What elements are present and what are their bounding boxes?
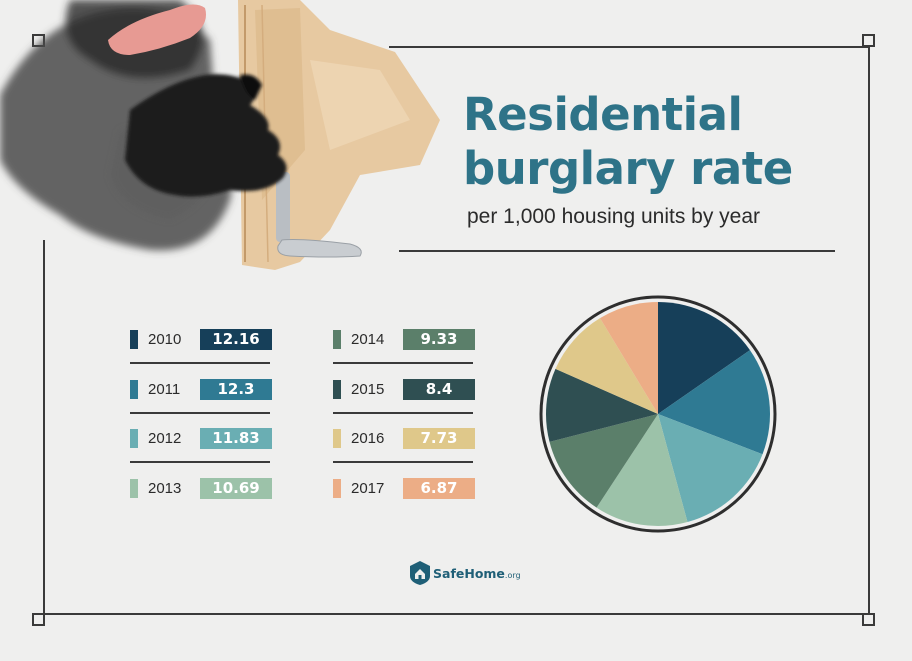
frame-left-line: [43, 240, 45, 620]
legend-item-2017: 2017 6.87: [333, 477, 475, 500]
burglar-illustration: [0, 0, 440, 270]
title-divider: [399, 250, 835, 252]
legend-item-2014: 2014 9.33: [333, 329, 475, 351]
legend-value-2010: 12.16: [200, 329, 272, 350]
door-handle-plate: [276, 172, 290, 242]
chart-title: Residential burglary rate: [463, 88, 793, 196]
pie-slice-2013: [596, 414, 688, 526]
legend-year-2014: 2014: [351, 331, 385, 348]
legend-separator: [130, 362, 270, 364]
legend-separator: [333, 461, 473, 463]
legend-swatch-2017: [333, 478, 341, 498]
door-handle-lever: [277, 239, 362, 258]
legend-value-2017: 6.87: [403, 477, 475, 499]
chart-title-line1: Residential: [463, 88, 743, 141]
pie-slice-2012: [658, 414, 763, 523]
frame-top-line: [389, 46, 870, 48]
legend-separator: [130, 411, 270, 414]
frame-corner-bottom-right: [862, 613, 875, 626]
legend-value-2013: 10.69: [200, 477, 272, 499]
legend-year-2017: 2017: [351, 479, 385, 497]
legend-item-2013: 2013 10.69: [130, 477, 272, 500]
frame-bottom-line: [40, 613, 870, 615]
legend-year-2016: 2016: [351, 430, 385, 447]
chart-title-line2: burglary rate: [463, 142, 793, 195]
legend-swatch-2010: [130, 330, 138, 349]
legend-item-2012: 2012 11.83: [130, 428, 272, 450]
legend-swatch-2012: [130, 429, 138, 448]
black-glove: [125, 74, 287, 197]
legend-swatch-2016: [333, 429, 341, 448]
legend-separator: [333, 411, 473, 414]
pie-slice-2014: [549, 414, 658, 508]
legend-year-2011: 2011: [148, 380, 181, 398]
legend-item-2010: 2010 12.16: [130, 329, 272, 351]
frame-right-line: [868, 40, 870, 620]
pie-slice-2016: [555, 318, 658, 414]
legend-value-2014: 9.33: [403, 329, 475, 350]
legend-value-2016: 7.73: [403, 428, 475, 449]
legend-separator: [130, 461, 270, 463]
legend-value-2011: 12.3: [200, 378, 272, 400]
pie-slice-2017: [600, 302, 658, 414]
arm-skin: [108, 4, 206, 56]
legend-column-right: 2014 9.33 2015 8.4 2016 7.73 2017 6.87: [333, 329, 475, 499]
house-shield-icon: [410, 561, 430, 585]
legend-item-2015: 2015 8.4: [333, 378, 475, 401]
legend-value-2012: 11.83: [200, 428, 272, 449]
legend-swatch-2015: [333, 379, 341, 399]
legend-separator: [333, 362, 473, 364]
logo-name: SafeHome: [433, 566, 505, 581]
pie-slice-2011: [658, 350, 770, 455]
frame-corner-bottom-left: [32, 613, 45, 626]
logo-text: SafeHome.org: [433, 566, 521, 581]
legend-year-2010: 2010: [148, 331, 182, 348]
legend-year-2015: 2015: [351, 380, 385, 398]
pie-slice-2015: [546, 368, 658, 442]
legend-item-2016: 2016 7.73: [333, 428, 475, 450]
legend-swatch-2013: [130, 478, 138, 498]
pie-slice-2010: [658, 302, 750, 414]
logo-suffix: .org: [504, 571, 521, 580]
legend-swatch-2014: [333, 330, 341, 349]
legend-year-2012: 2012: [148, 430, 182, 447]
legend-column-left: 2010 12.16 2011 12.3 2012 11.83 2013 10.69: [130, 329, 272, 499]
legend-year-2013: 2013: [148, 479, 182, 497]
legend-swatch-2011: [130, 379, 138, 399]
legend-value-2015: 8.4: [403, 378, 475, 400]
frame-corner-top-right: [862, 34, 875, 47]
pie-chart: [539, 295, 777, 533]
legend-item-2011: 2011 12.3: [130, 378, 272, 401]
chart-subtitle: per 1,000 housing units by year: [467, 205, 761, 228]
